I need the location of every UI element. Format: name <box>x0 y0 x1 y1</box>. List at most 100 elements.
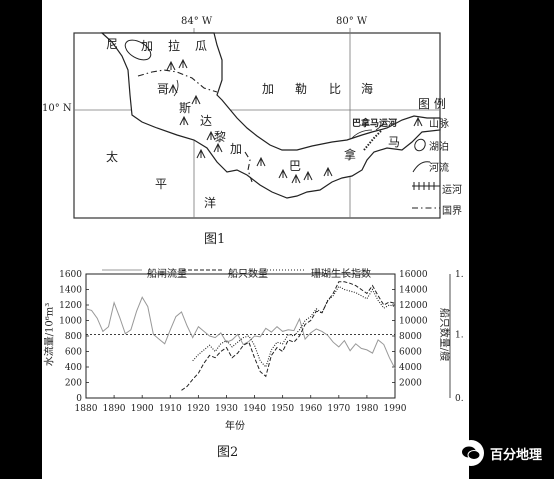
place-label: 洋 <box>204 196 217 210</box>
mountain-icon <box>179 115 189 126</box>
x-tick-label: 1950 <box>271 404 294 414</box>
plot-frame <box>85 273 396 399</box>
place-label: 太 <box>106 150 119 164</box>
river <box>173 79 179 97</box>
border-line <box>137 69 218 93</box>
chart-xlabel: 年份 <box>225 421 245 432</box>
place-label: 达 <box>200 114 213 128</box>
lake-nicaragua <box>124 39 152 61</box>
series-line-0 <box>85 296 396 369</box>
figure2-caption: 图2 <box>217 445 239 460</box>
legend-label-coral: 珊瑚生长指数 <box>311 269 371 280</box>
lon-label-80w: 80° W <box>336 16 368 27</box>
series-line-2 <box>192 285 396 369</box>
y-left-tick-label: 200 <box>65 379 82 389</box>
x-tick-label: 1960 <box>299 404 322 414</box>
place-label: 尼 <box>106 37 119 51</box>
mountain-icon <box>196 148 206 159</box>
y-left-tick-label: 1600 <box>59 270 82 280</box>
place-label: 瓜 <box>195 39 208 53</box>
y3-tick-label: 1. <box>455 330 464 340</box>
y-left-tick-label: 800 <box>65 332 82 342</box>
x-tick-label: 1920 <box>187 404 210 414</box>
x-tick-label: 1910 <box>159 404 182 414</box>
y-right-tick-label: 6000 <box>399 348 422 358</box>
mountain-icon <box>256 156 266 167</box>
place-label: 哥 <box>157 82 170 96</box>
mountain-icon <box>413 116 423 127</box>
y-right-tick-label: 8000 <box>399 332 422 342</box>
border-line <box>244 151 253 183</box>
mountain-symbols <box>166 58 333 184</box>
document-page: 1880 1890 1900 1910 1920 1930 1940 1950 1960 1970… <box>42 0 469 479</box>
x-tick-label: 1890 <box>103 404 126 414</box>
place-label: 加 <box>262 82 275 96</box>
canal <box>363 129 383 151</box>
place-label: 斯 <box>179 101 192 115</box>
legend-symbols <box>412 116 440 209</box>
mountain-icon <box>323 166 333 177</box>
x-tick-label: 1900 <box>131 404 154 414</box>
place-label: 勒 <box>295 82 308 96</box>
chart-ylabel-right: 船只数量/艘 <box>438 307 450 362</box>
place-label: 巴 <box>289 159 302 173</box>
legend-item-label: 山脉 <box>429 119 449 130</box>
watermark-text: 百分地理 <box>490 447 543 463</box>
legend-item-label: 运河 <box>442 185 462 196</box>
x-tick-label: 1930 <box>215 404 238 414</box>
y-right-tick-label: 10000 <box>399 317 428 327</box>
y-left-tick-label: 0 <box>76 394 82 404</box>
land-mass <box>100 32 441 199</box>
y-right-tick-label: 12000 <box>399 301 428 311</box>
mountain-icon <box>278 168 288 179</box>
y-left-tick-label: 1200 <box>59 301 82 311</box>
y-left-tick-label: 1000 <box>59 317 82 327</box>
legend-label-ships: 船只数量 <box>228 269 268 280</box>
lon-label-84w: 84° W <box>181 16 213 27</box>
watermark: 百分地理 <box>458 440 542 466</box>
mountain-icon <box>191 94 201 105</box>
lake-icon <box>414 138 426 152</box>
place-label: 海 <box>361 82 374 96</box>
map-svg: 1880 1890 1900 1910 1920 1930 1940 1950 1960 1970… <box>59 28 464 414</box>
mountain-icon <box>291 173 301 184</box>
canal-icon <box>412 182 440 190</box>
y3-tick-label: 0. <box>455 394 464 404</box>
place-label: 马 <box>388 135 401 149</box>
legend-title: 图 例 <box>418 97 446 111</box>
legend-label-flow: 船闸流量 <box>147 269 187 280</box>
canal-arrow <box>375 123 385 131</box>
legend-item-label: 河流 <box>429 163 449 174</box>
x-tick-label: 1940 <box>243 404 266 414</box>
place-label: 平 <box>155 177 168 191</box>
mountain-icon <box>166 60 176 71</box>
mountain-icon <box>178 58 188 69</box>
chart-root: 1880 1890 1900 1910 1920 1930 1940 1950 1960 1970… <box>59 269 464 414</box>
y-left-tick-label: 600 <box>65 348 82 358</box>
y3-tick-label: 1. <box>455 270 464 280</box>
y-left-tick-label: 400 <box>65 363 82 373</box>
chart-ylabel-left: 水流量/10⁶m³ <box>44 302 56 367</box>
place-label: 拉 <box>168 39 181 53</box>
x-tick-label: 1880 <box>75 404 98 414</box>
river-icon <box>412 161 431 173</box>
place-label: 加 <box>230 142 243 156</box>
place-label: 拿 <box>344 148 357 162</box>
mountain-icon <box>213 142 223 153</box>
series-line-1 <box>181 281 396 391</box>
y-left-tick-label: 1400 <box>59 286 82 296</box>
legend-item-label: 湖泊 <box>429 142 449 153</box>
legend-item-label: 国界 <box>442 206 462 217</box>
y-right-tick-label: 2000 <box>399 379 422 389</box>
y-right-tick-label: 4000 <box>399 363 422 373</box>
place-label: 黎 <box>214 130 227 144</box>
x-tick-label: 1990 <box>384 404 407 414</box>
y-right-tick-label: 14000 <box>399 286 428 296</box>
x-tick-label: 1970 <box>327 404 350 414</box>
figure1-caption: 图1 <box>204 232 226 247</box>
y-right-tick-label: 16000 <box>399 270 428 280</box>
wechat-logo-icon <box>458 440 484 466</box>
canal-label: 巴拿马运河 <box>352 119 398 129</box>
lat-label-10n: 10° N <box>42 103 72 114</box>
mountain-icon <box>303 170 313 181</box>
